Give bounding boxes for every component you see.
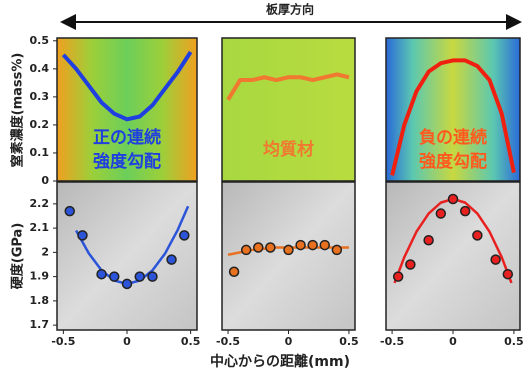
annotation: 正の連続 — [93, 127, 161, 148]
data-point — [135, 272, 144, 281]
x-tick-label: 0.5 — [504, 335, 524, 348]
y-tick-label: 0.3 — [30, 90, 50, 103]
x-tick-label: 0.5 — [181, 335, 201, 348]
panel-background — [57, 182, 197, 330]
y-tick-label: 0.1 — [30, 146, 50, 159]
data-point — [461, 207, 470, 216]
data-point — [123, 279, 132, 288]
x-tick-label: 0 — [449, 335, 457, 348]
data-point — [167, 255, 176, 264]
arrow-label: 板厚方向 — [266, 2, 314, 17]
x-label: 中心からの距離(mm) — [210, 353, 350, 370]
data-point — [296, 241, 305, 250]
data-point — [308, 241, 317, 250]
annotation: 強度勾配 — [419, 151, 487, 172]
data-point — [473, 231, 482, 240]
data-point — [242, 245, 251, 254]
data-point — [424, 236, 433, 245]
data-point — [180, 231, 189, 240]
data-point — [406, 260, 415, 269]
figure: 板厚方向 窒素濃度(mass%) 硬度(GPa) 中心からの距離(mm) 0 0.… — [0, 0, 531, 372]
y-label: 窒素濃度(mass%) — [10, 53, 26, 168]
data-point — [254, 243, 263, 252]
x-tick-label: -0.5 — [51, 335, 75, 348]
x-tick-label: -0.5 — [216, 335, 240, 348]
data-point — [148, 272, 157, 281]
y-tick-label: 1.9 — [30, 270, 50, 283]
data-point — [97, 270, 106, 279]
x-tick-label: 0.5 — [339, 335, 359, 348]
data-point — [503, 270, 512, 279]
data-point — [436, 209, 445, 218]
panel-background — [222, 182, 355, 330]
annotation: 負の連続 — [419, 127, 487, 148]
x-tick-label: 0 — [285, 335, 293, 348]
y-tick-label: 0.4 — [30, 62, 50, 75]
data-point — [332, 245, 341, 254]
data-point — [320, 241, 329, 250]
data-point — [65, 207, 74, 216]
annotation: 強度勾配 — [93, 151, 161, 172]
x-tick-label: -0.5 — [380, 335, 404, 348]
y-tick-label: 1.7 — [30, 318, 50, 331]
data-point — [491, 255, 500, 264]
y-tick-label: 0.2 — [30, 118, 50, 131]
data-point — [449, 194, 458, 203]
y-tick-label: 2 — [41, 245, 49, 258]
y-tick-label: 0.5 — [30, 34, 50, 47]
y-tick-label: 2.1 — [30, 221, 50, 234]
y-tick-label: 0 — [41, 174, 49, 187]
data-point — [394, 272, 403, 281]
y-label: 硬度(GPa) — [10, 223, 26, 290]
x-tick-label: 0 — [123, 335, 131, 348]
annotation: 均質材 — [263, 139, 314, 160]
data-point — [78, 231, 87, 240]
y-tick-label: 1.8 — [30, 294, 50, 307]
data-point — [110, 272, 119, 281]
data-point — [284, 245, 293, 254]
data-point — [266, 243, 275, 252]
data-point — [230, 267, 239, 276]
y-tick-label: 2.2 — [30, 197, 50, 210]
